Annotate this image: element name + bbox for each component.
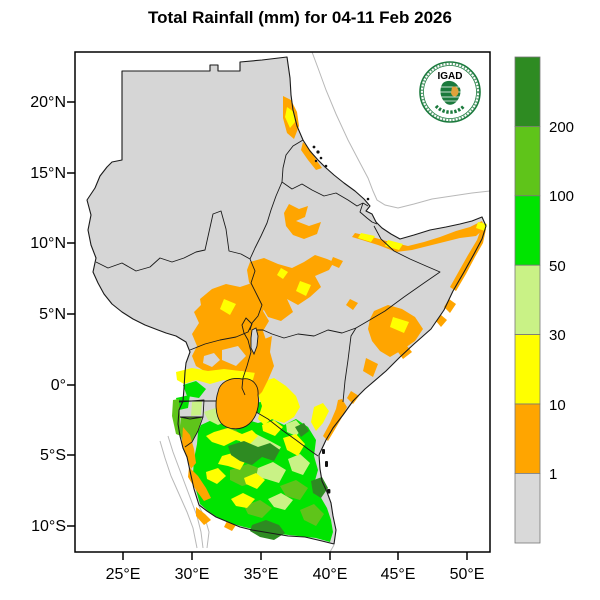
rain-somaliland-coast [352, 221, 485, 252]
legend-label: 1 [549, 466, 557, 483]
lat-label: 0° [51, 377, 66, 394]
legend-swatch-50-100 [514, 195, 541, 266]
igad-logo: IGAD [419, 61, 481, 123]
border-djibouti [359, 202, 378, 225]
logo-inner-ring [423, 65, 477, 119]
islands [312, 145, 370, 494]
lake-turkana [250, 327, 259, 356]
color-scale-legend: 200 100 50 30 10 1 [514, 56, 574, 544]
rain-ethiopia-central [247, 255, 334, 321]
logo-text: IGAD [438, 71, 463, 82]
legend-swatch-1-10 [514, 403, 541, 474]
lon-axis-labels: 25°E 30°E 35°E 40°E 45°E 50°E [106, 566, 485, 583]
neighbor-coastlines [159, 52, 490, 552]
legend-swatch-30-50 [514, 264, 541, 336]
igad-region-outline [86, 56, 487, 545]
border-ssudan-uganda-kenya [189, 317, 253, 396]
rain-kenya-coast [323, 391, 359, 441]
border-sudan-southsudan [95, 210, 251, 272]
border-ssudan-ethiopia [249, 258, 263, 331]
lat-label: 10°S [31, 518, 66, 535]
legend-label: 50 [549, 258, 566, 275]
border-uganda-tanzania [179, 400, 319, 457]
lakes [215, 327, 259, 430]
legend-swatch-lt1 [514, 472, 541, 544]
legend-swatch-gt200 [514, 56, 541, 127]
map-frame [74, 51, 491, 553]
lat-label: 20°N [30, 94, 66, 111]
lon-label: 35°E [244, 566, 279, 583]
logo-igad-region [451, 86, 459, 97]
lat-label: 5°N [39, 306, 66, 323]
legend-label: 200 [549, 119, 574, 136]
lon-label: 40°E [313, 566, 348, 583]
lon-label: 25°E [106, 566, 141, 583]
border-kenya-somalia [342, 327, 357, 403]
legend-swatch-10-30 [514, 334, 541, 405]
axis-ticks [67, 101, 468, 560]
border-sudan-ethiopia [249, 181, 283, 260]
border-eritrea-ethiopia [281, 181, 364, 207]
logo-laurel-wreath [434, 104, 466, 114]
lon-label: 45°E [381, 566, 416, 583]
page-title: Total Rainfall (mm) for 04-11 Feb 2026 [148, 8, 452, 27]
legend-label: 100 [549, 188, 574, 205]
map-canvas [75, 52, 490, 552]
border-ethiopia-kenya [257, 327, 357, 339]
legend-label: 30 [549, 327, 566, 344]
lat-label: 10°N [30, 235, 66, 252]
legend-swatch-100-200 [514, 126, 541, 197]
border-sudan-eritrea [281, 139, 304, 183]
country-borders [95, 139, 441, 457]
lat-axis-labels: 20°N 15°N 10°N 5°N 0° 5°S 10°S [30, 94, 66, 535]
lat-label: 15°N [30, 165, 66, 182]
rain-ethiopia-north [284, 204, 321, 239]
rain-swkenya-band [258, 378, 300, 425]
rain-ssudan-uganda [192, 283, 269, 374]
rain-tanzania-peak [228, 441, 280, 465]
lake-victoria [215, 378, 259, 430]
rainfall-patches [172, 96, 487, 542]
border-ethiopia-somalia [355, 225, 441, 329]
lat-label: 5°S [40, 447, 66, 464]
legend-label: 10 [549, 397, 566, 414]
lon-label: 30°E [175, 566, 210, 583]
logo-ring-text [420, 62, 480, 122]
lon-label: 50°E [450, 566, 485, 583]
border-burundi [180, 416, 204, 448]
logo-africa-stripes [439, 86, 461, 102]
